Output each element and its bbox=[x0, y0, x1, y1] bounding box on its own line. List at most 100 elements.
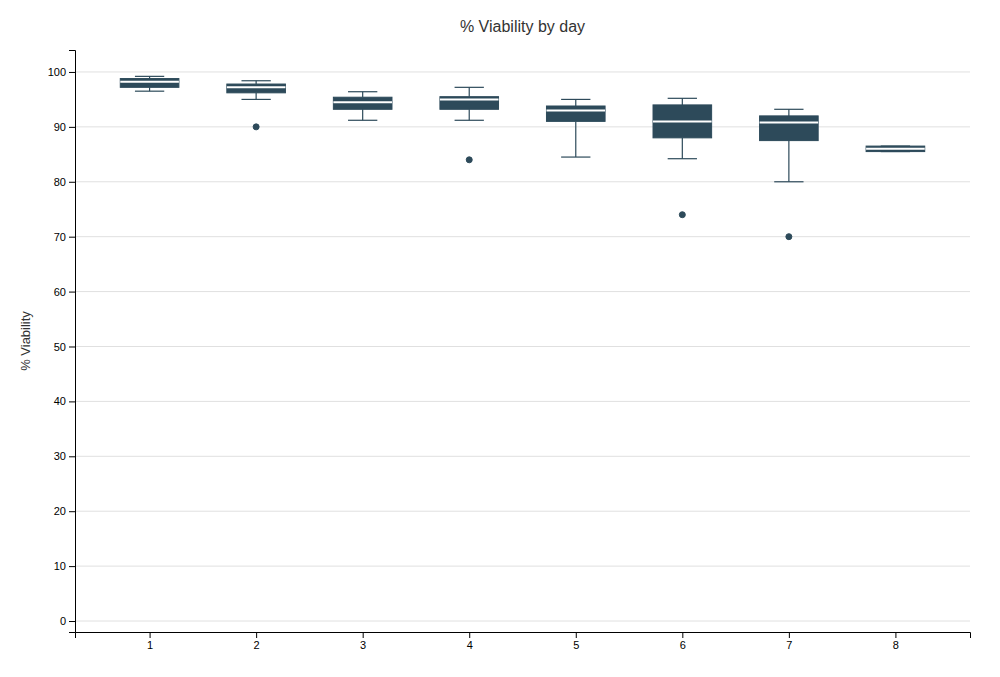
x-tick: 8 bbox=[893, 632, 899, 651]
whisker-high bbox=[788, 109, 789, 116]
grid-line bbox=[75, 621, 970, 622]
y-tick: 60 bbox=[54, 286, 75, 298]
median bbox=[546, 109, 605, 111]
cap-low bbox=[668, 158, 697, 159]
box bbox=[760, 116, 819, 141]
cap-high bbox=[561, 99, 590, 100]
x-tick: 4 bbox=[467, 632, 473, 651]
median bbox=[120, 81, 179, 83]
grid-line bbox=[75, 346, 970, 347]
y-tick: 80 bbox=[54, 176, 75, 188]
y-tick-label: 60 bbox=[54, 286, 66, 298]
whisker-low bbox=[256, 93, 257, 100]
cap-high bbox=[774, 109, 803, 110]
median bbox=[440, 98, 499, 100]
x-tick-mark bbox=[895, 632, 896, 638]
grid-line bbox=[75, 71, 970, 72]
box bbox=[546, 106, 605, 121]
flier bbox=[253, 124, 259, 130]
x-tick: 1 bbox=[147, 632, 153, 651]
y-tick-mark bbox=[69, 401, 75, 402]
cap-low bbox=[774, 181, 803, 182]
whisker-high bbox=[575, 99, 576, 106]
cap-low bbox=[455, 120, 484, 121]
whisker-low bbox=[362, 109, 363, 120]
cap-low bbox=[348, 120, 377, 121]
x-tick-label: 2 bbox=[254, 639, 260, 651]
x-axis: 1 2 3 4 5 6 7 8 bbox=[76, 632, 971, 651]
whisker-high bbox=[682, 98, 683, 105]
y-tick-mark bbox=[69, 621, 75, 622]
box-group bbox=[333, 92, 392, 121]
y-tick: 70 bbox=[54, 231, 75, 243]
y-tick-mark bbox=[69, 511, 75, 512]
x-tick-label: 1 bbox=[147, 639, 153, 651]
median bbox=[653, 120, 712, 122]
grid-line bbox=[75, 456, 970, 457]
y-tick-mark bbox=[69, 292, 75, 293]
whisker-low bbox=[682, 138, 683, 159]
y-tick: 100 bbox=[48, 66, 75, 78]
whisker-low bbox=[469, 109, 470, 120]
grid bbox=[75, 72, 970, 621]
x-tick-label: 3 bbox=[360, 639, 366, 651]
median bbox=[760, 121, 819, 123]
flier bbox=[466, 157, 472, 163]
y-tick-mark bbox=[69, 346, 75, 347]
x-tick-mark bbox=[256, 632, 257, 638]
box bbox=[866, 146, 925, 151]
x-tick: 6 bbox=[680, 632, 686, 651]
whisker-high bbox=[362, 92, 363, 97]
x-tick-mark bbox=[363, 632, 364, 638]
box bbox=[440, 97, 499, 110]
box-group bbox=[760, 109, 819, 239]
whisker-low bbox=[788, 141, 789, 182]
cap-low bbox=[561, 156, 590, 157]
box bbox=[653, 105, 712, 138]
y-tick: 90 bbox=[54, 121, 75, 133]
box bbox=[227, 84, 286, 93]
box-group bbox=[440, 87, 499, 162]
x-tick-label: 5 bbox=[573, 639, 579, 651]
cap-low bbox=[135, 91, 164, 92]
y-tick-label: 10 bbox=[54, 560, 66, 572]
grid-line bbox=[75, 401, 970, 402]
y-axis-title: % Viability bbox=[18, 311, 33, 371]
median bbox=[333, 101, 392, 103]
y-tick-mark bbox=[69, 566, 75, 567]
y-tick: 40 bbox=[54, 395, 75, 407]
cap-high bbox=[668, 98, 697, 99]
cap-high bbox=[348, 91, 377, 92]
x-tick-mark bbox=[682, 632, 683, 638]
y-tick: 20 bbox=[54, 505, 75, 517]
whisker-high bbox=[469, 87, 470, 96]
y-tick-label: 70 bbox=[54, 231, 66, 243]
cap-high bbox=[241, 80, 270, 81]
box-group bbox=[653, 98, 712, 217]
box-group bbox=[866, 146, 925, 151]
y-tick-label: 30 bbox=[54, 450, 66, 462]
y-tick-mark bbox=[69, 182, 75, 183]
x-axis-line bbox=[76, 633, 971, 639]
x-tick-label: 7 bbox=[786, 639, 792, 651]
y-tick: 50 bbox=[54, 341, 75, 353]
x-tick-label: 4 bbox=[467, 639, 473, 651]
y-tick-mark bbox=[69, 72, 75, 73]
whisker-low bbox=[575, 121, 576, 157]
title: % Viability by day bbox=[460, 18, 585, 35]
grid-line bbox=[75, 126, 970, 127]
x-tick: 2 bbox=[254, 632, 260, 651]
box-group bbox=[227, 81, 286, 130]
y-tick: 30 bbox=[54, 450, 75, 462]
box bbox=[333, 97, 392, 109]
x-tick-mark bbox=[469, 632, 470, 638]
x-tick-label: 8 bbox=[893, 639, 899, 651]
y-tick-mark bbox=[69, 237, 75, 238]
y-tick-label: 50 bbox=[54, 341, 66, 353]
box bbox=[120, 79, 179, 88]
grid-line bbox=[75, 566, 970, 567]
x-tick-mark bbox=[150, 632, 151, 638]
y-tick: 0 bbox=[60, 615, 75, 627]
grid-line bbox=[75, 511, 970, 512]
cap-high bbox=[455, 87, 484, 88]
